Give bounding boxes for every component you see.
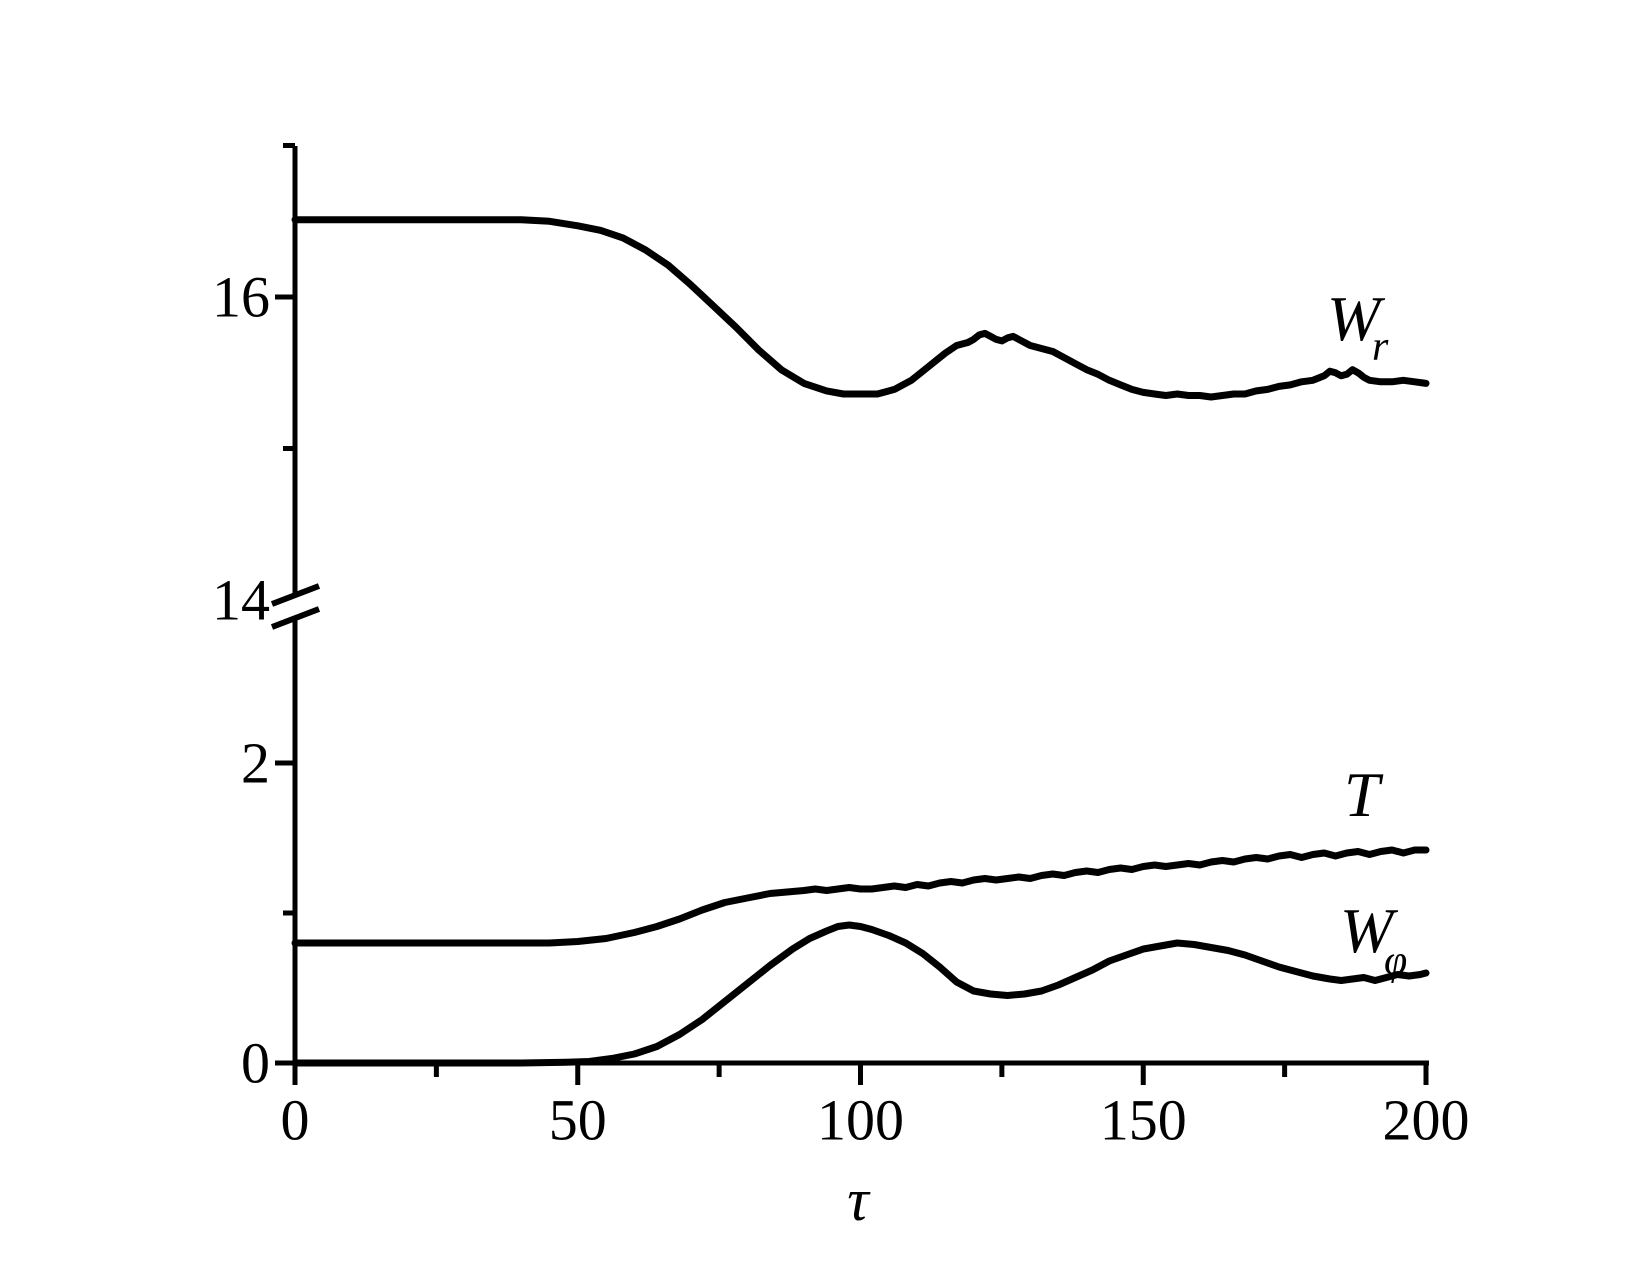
curve-label-Wr: Wr (1327, 283, 1389, 370)
y-tick-label-14: 14 (212, 568, 270, 633)
curve-label-Wphi: Wφ (1340, 895, 1407, 984)
x-tick-label-50: 50 (549, 1088, 607, 1153)
curve-Wr (291, 216, 1430, 401)
curve-label-T: T (1344, 759, 1384, 830)
x-axis-title: τ (847, 1167, 871, 1233)
curve-Wphi (291, 921, 1430, 1067)
x-tick-label-100: 100 (817, 1088, 904, 1153)
curve-label-sub-Wr: r (1372, 324, 1389, 370)
y-tick-label-0: 0 (241, 1031, 270, 1096)
axis-break-icon (270, 606, 321, 630)
curve-T (291, 846, 1430, 947)
axis-break-icon (270, 583, 321, 607)
y-tick-label-2: 2 (241, 731, 270, 796)
y-tick-label-16: 16 (212, 265, 270, 330)
curve-label-sub-Wphi: φ (1384, 938, 1407, 984)
x-tick-label-200: 200 (1383, 1088, 1470, 1153)
x-tick-label-0: 0 (281, 1088, 310, 1153)
x-tick-label-150: 150 (1100, 1088, 1187, 1153)
